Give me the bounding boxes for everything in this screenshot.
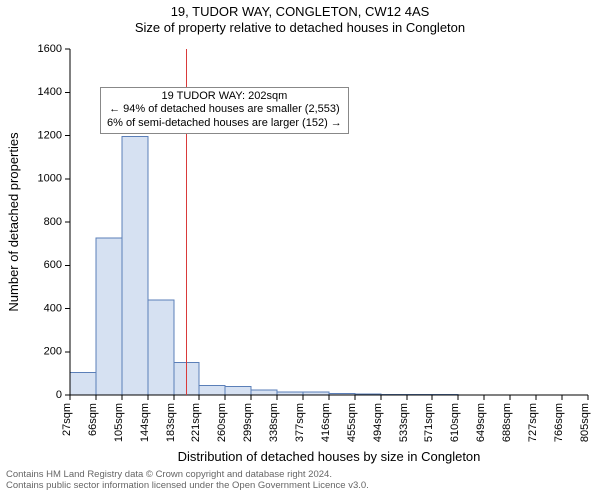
x-tick-label: 299sqm [242,403,254,442]
x-tick-label: 144sqm [139,403,151,442]
x-axis-label: Distribution of detached houses by size … [178,449,481,464]
y-tick-label: 1600 [38,42,62,54]
x-tick-label: 649sqm [475,403,487,442]
x-tick-label: 766sqm [553,403,565,442]
y-tick-label: 1000 [38,172,62,184]
y-tick-label: 200 [44,345,62,357]
y-tick-label: 800 [44,215,62,227]
histogram-bar [148,299,174,394]
annotation-line: 6% of semi-detached houses are larger (1… [107,117,342,131]
x-tick-label: 377sqm [294,403,306,442]
annotation-line: ← 94% of detached houses are smaller (2,… [107,103,342,117]
x-tick-label: 66sqm [87,403,99,436]
x-tick-label: 494sqm [372,403,384,442]
x-tick-label: 338sqm [268,403,280,442]
histogram-bar [122,136,148,394]
histogram-bar [225,386,251,395]
x-tick-label: 455sqm [346,403,358,442]
y-tick-label: 1200 [38,129,62,141]
x-tick-label: 688sqm [501,402,513,441]
x-tick-label: 221sqm [190,403,202,442]
x-tick-label: 533sqm [398,403,410,442]
annotation-line: 19 TUDOR WAY: 202sqm [107,90,342,104]
y-axis-label: Number of detached properties [6,131,21,311]
x-tick-label: 105sqm [113,403,125,442]
x-tick-label: 416sqm [320,403,332,442]
x-tick-label: 27sqm [61,403,73,436]
x-tick-label: 183sqm [165,403,177,442]
histogram-bar [199,385,225,395]
y-tick-label: 0 [56,388,62,400]
page-subtitle: Size of property relative to detached ho… [0,20,600,36]
chart-container: 0 200 400 600 800 1000 1200 1400 1600 27sqm 66sqm 1… [0,37,600,467]
y-tick-label: 400 [44,302,62,314]
histogram-bar [251,389,277,394]
histogram-bar [96,238,122,395]
y-tick-label: 1400 [38,86,62,98]
footer-line: Contains public sector information licen… [6,480,600,492]
attribution-footer: Contains HM Land Registry data © Crown c… [0,467,600,493]
chart-annotation: 19 TUDOR WAY: 202sqm ← 94% of detached h… [100,87,349,134]
x-tick-label: 260sqm [216,403,228,442]
y-tick-label: 600 [44,259,62,271]
footer-line: Contains HM Land Registry data © Crown c… [6,469,600,481]
x-tick-label: 727sqm [527,403,539,442]
page-title: 19, TUDOR WAY, CONGLETON, CW12 4AS [0,0,600,20]
x-tick-label: 571sqm [423,403,435,442]
x-tick-label: 610sqm [449,403,461,442]
histogram-bar [70,372,96,395]
x-tick-label: 805sqm [579,403,591,442]
